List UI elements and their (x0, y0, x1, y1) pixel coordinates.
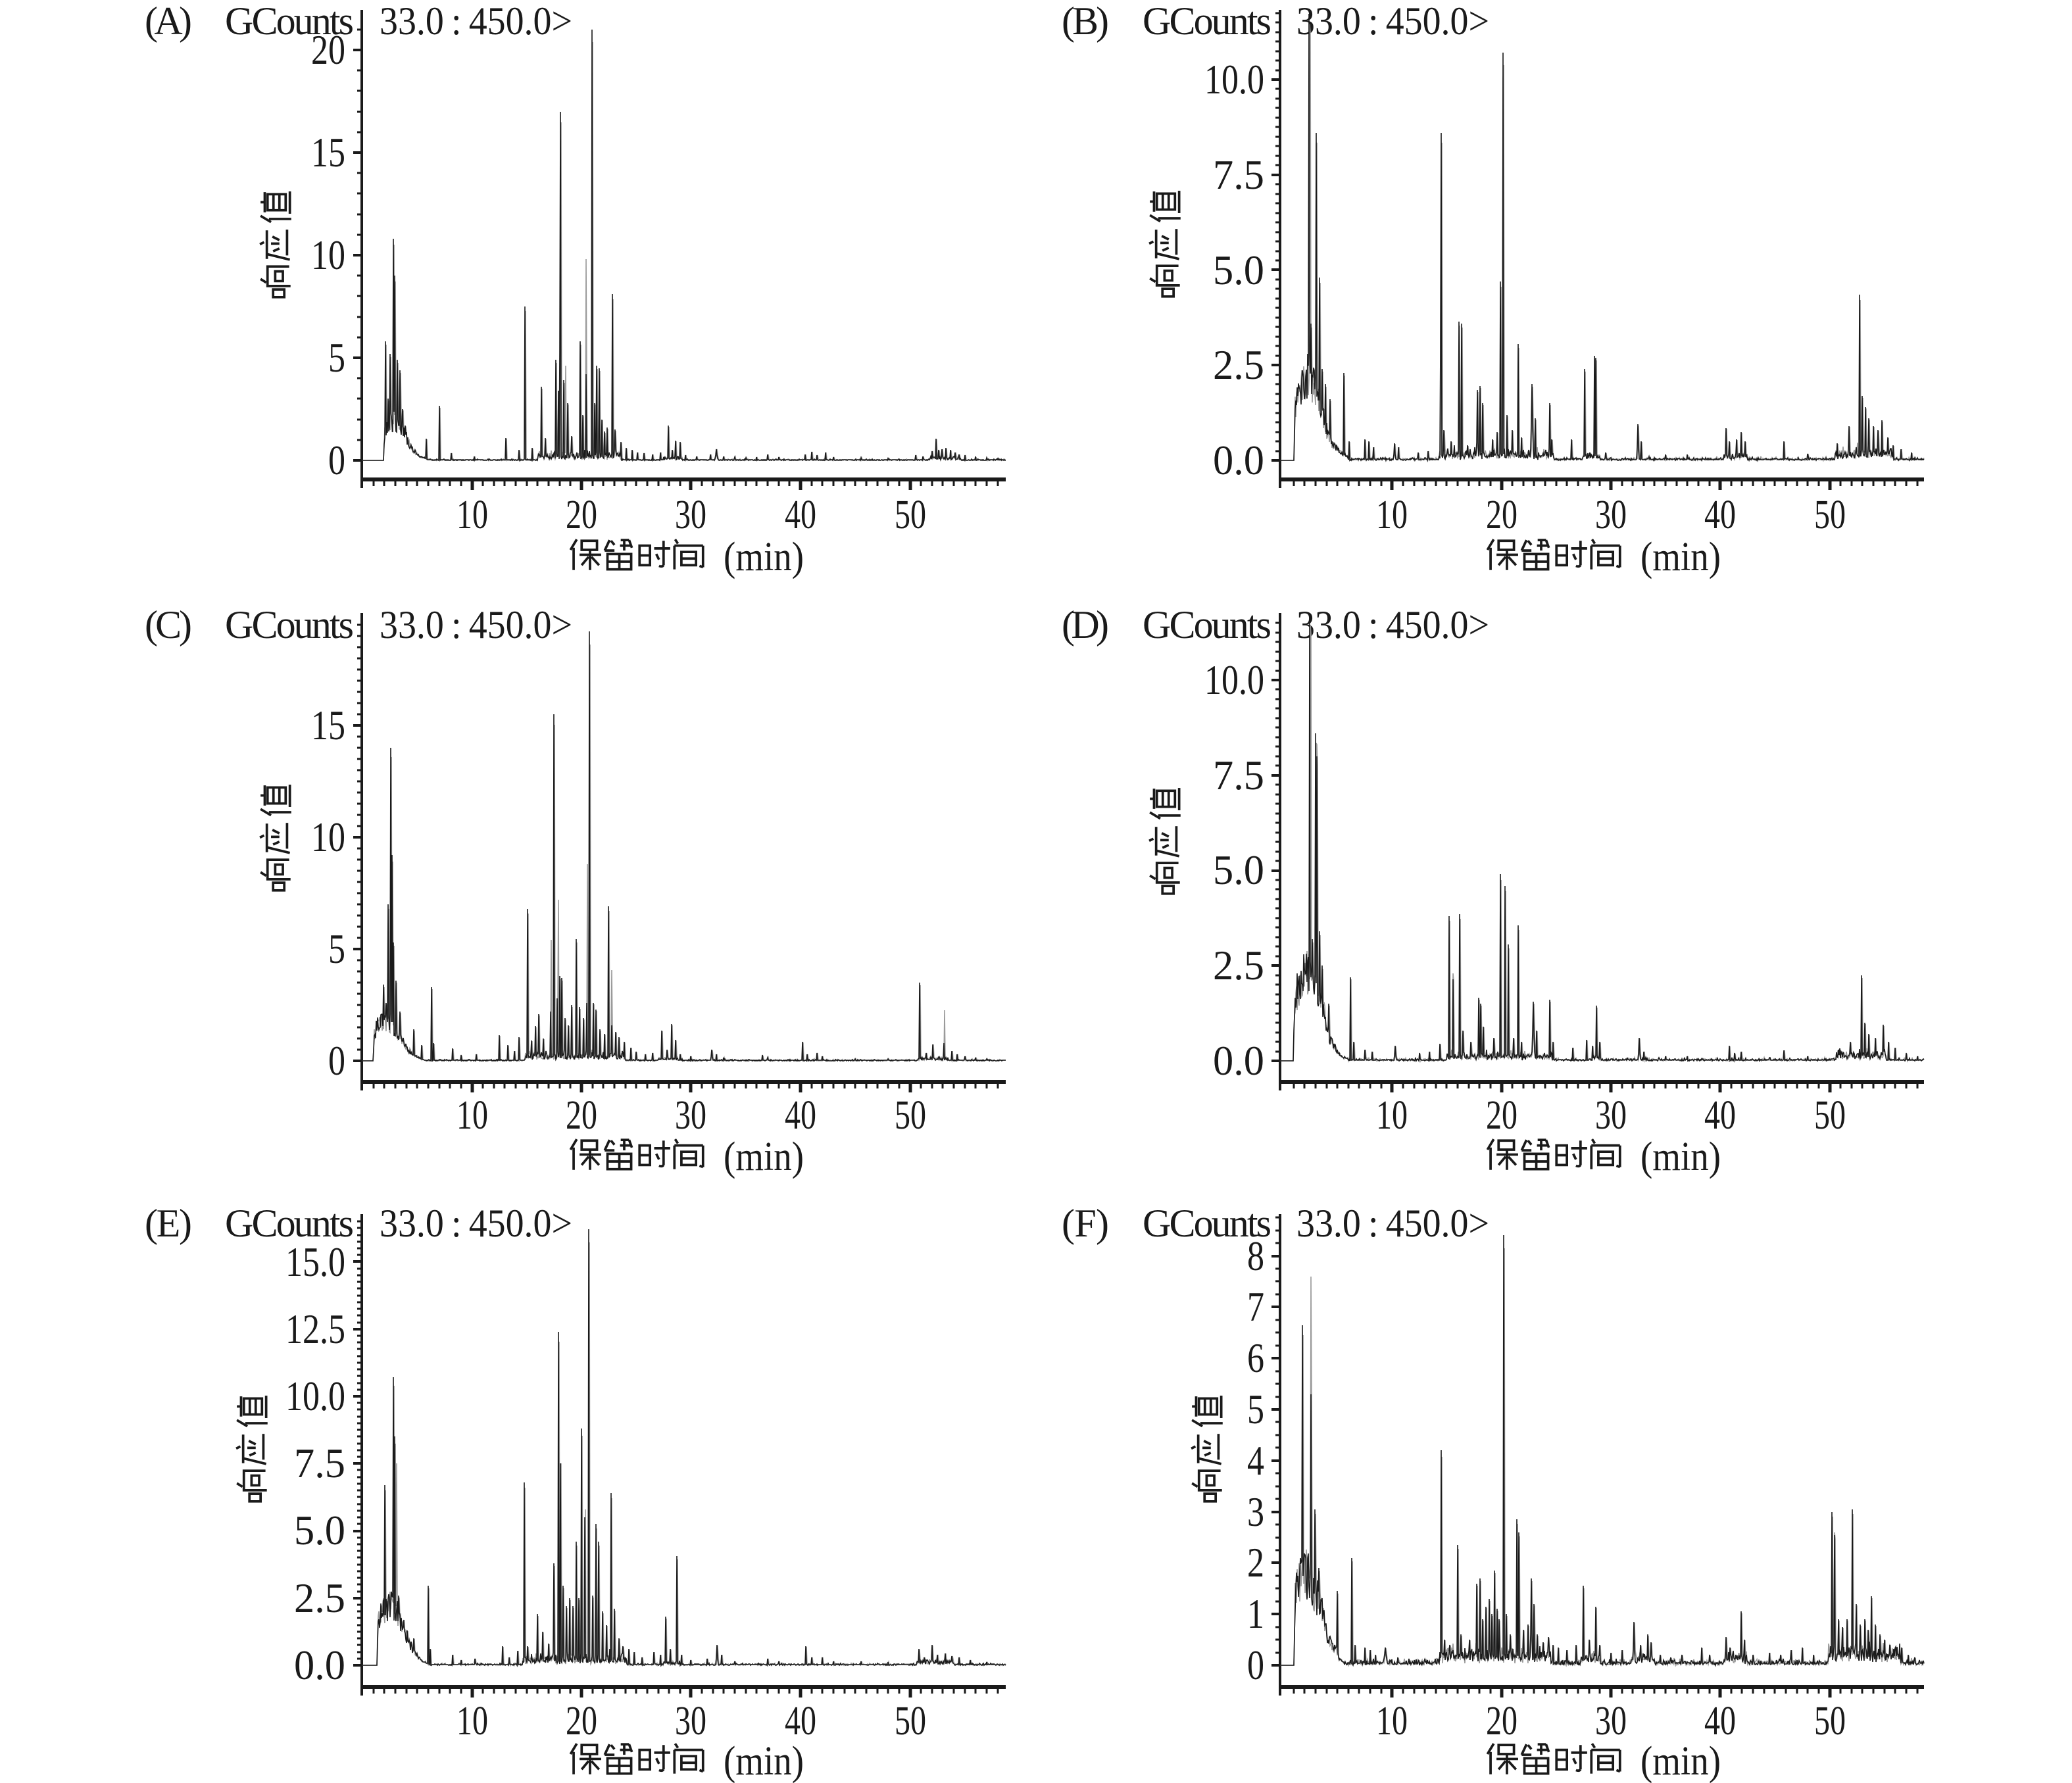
svg-text:10: 10 (456, 493, 488, 537)
svg-text:50: 50 (1814, 1699, 1846, 1744)
svg-text:5.0: 5.0 (294, 1507, 345, 1553)
svg-text:33.0 : 450.0>: 33.0 : 450.0> (380, 0, 572, 43)
svg-text:5.0: 5.0 (1213, 846, 1264, 893)
svg-text:2: 2 (1247, 1539, 1264, 1586)
svg-text:GCounts: GCounts (225, 1202, 354, 1245)
svg-text:10: 10 (1376, 1093, 1408, 1138)
svg-text:(min): (min) (724, 1739, 804, 1783)
svg-text:20: 20 (566, 493, 597, 537)
svg-text:0: 0 (1247, 1642, 1264, 1688)
svg-text:10: 10 (1376, 493, 1408, 537)
svg-text:4: 4 (1247, 1437, 1264, 1484)
svg-text:GCounts: GCounts (1143, 0, 1271, 43)
svg-text:50: 50 (1814, 1093, 1846, 1138)
svg-text:GCounts: GCounts (1143, 603, 1271, 647)
svg-text:0.0: 0.0 (294, 1642, 345, 1688)
svg-text:30: 30 (1595, 1699, 1627, 1744)
svg-text:10: 10 (456, 1093, 488, 1138)
svg-text:(min): (min) (1640, 535, 1721, 579)
svg-text:20: 20 (1486, 493, 1517, 537)
svg-text:50: 50 (895, 493, 926, 537)
svg-text:5: 5 (328, 334, 345, 381)
svg-text:2.5: 2.5 (1213, 341, 1264, 388)
svg-text:20: 20 (566, 1093, 597, 1138)
svg-text:50: 50 (895, 1093, 926, 1138)
svg-text:1: 1 (1247, 1590, 1264, 1637)
svg-text:0: 0 (328, 437, 345, 483)
svg-text:20: 20 (1486, 1093, 1517, 1138)
svg-text:40: 40 (1704, 1093, 1736, 1138)
svg-text:7.5: 7.5 (1213, 752, 1264, 798)
svg-text:(C): (C) (145, 603, 192, 647)
svg-text:33.0 : 450.0>: 33.0 : 450.0> (1296, 0, 1489, 43)
svg-text:40: 40 (785, 1699, 816, 1744)
svg-text:GCounts: GCounts (225, 603, 354, 647)
svg-text:40: 40 (785, 493, 816, 537)
svg-text:7.5: 7.5 (294, 1440, 345, 1486)
svg-text:12.5: 12.5 (285, 1306, 345, 1352)
svg-text:10.0: 10.0 (1204, 656, 1264, 703)
svg-text:10.0: 10.0 (285, 1373, 345, 1419)
svg-text:20: 20 (1486, 1699, 1517, 1744)
svg-text:30: 30 (1595, 493, 1627, 537)
svg-text:15: 15 (311, 129, 345, 176)
svg-text:(F): (F) (1062, 1202, 1109, 1245)
svg-text:(A): (A) (145, 0, 192, 43)
svg-text:30: 30 (1595, 1093, 1627, 1138)
svg-text:(min): (min) (724, 535, 804, 579)
svg-text:30: 30 (675, 493, 706, 537)
svg-text:2.5: 2.5 (294, 1575, 345, 1621)
svg-text:(min): (min) (1640, 1739, 1721, 1783)
svg-text:5: 5 (1247, 1386, 1264, 1432)
svg-text:33.0 : 450.0>: 33.0 : 450.0> (380, 1202, 572, 1245)
svg-text:40: 40 (1704, 493, 1736, 537)
svg-text:30: 30 (675, 1699, 706, 1744)
svg-text:40: 40 (785, 1093, 816, 1138)
svg-text:10: 10 (311, 814, 345, 860)
svg-text:5: 5 (328, 925, 345, 972)
svg-text:33.0 : 450.0>: 33.0 : 450.0> (1296, 1202, 1489, 1245)
svg-text:(D): (D) (1062, 603, 1109, 647)
svg-text:GCounts: GCounts (1143, 1202, 1271, 1245)
svg-text:50: 50 (895, 1699, 926, 1744)
svg-text:3: 3 (1247, 1488, 1264, 1535)
svg-text:0.0: 0.0 (1213, 1037, 1264, 1084)
svg-text:(E): (E) (145, 1202, 192, 1245)
svg-text:0: 0 (328, 1037, 345, 1084)
svg-text:33.0 : 450.0>: 33.0 : 450.0> (1296, 603, 1489, 647)
svg-text:0.0: 0.0 (1213, 437, 1264, 483)
svg-text:(min): (min) (724, 1135, 804, 1179)
svg-text:(B): (B) (1062, 0, 1109, 43)
svg-text:(min): (min) (1640, 1135, 1721, 1179)
svg-text:15: 15 (311, 702, 345, 748)
svg-text:20: 20 (311, 26, 345, 73)
svg-text:6: 6 (1247, 1334, 1264, 1381)
svg-text:33.0 : 450.0>: 33.0 : 450.0> (380, 603, 572, 647)
svg-text:10: 10 (456, 1699, 488, 1744)
svg-text:7: 7 (1247, 1283, 1264, 1330)
svg-text:GCounts: GCounts (225, 0, 354, 43)
svg-text:8: 8 (1247, 1233, 1264, 1279)
svg-text:20: 20 (566, 1699, 597, 1744)
svg-text:7.5: 7.5 (1213, 151, 1264, 198)
svg-text:10.0: 10.0 (1204, 56, 1264, 103)
svg-text:15.0: 15.0 (285, 1238, 345, 1285)
svg-text:10: 10 (311, 232, 345, 278)
svg-text:50: 50 (1814, 493, 1846, 537)
svg-text:2.5: 2.5 (1213, 942, 1264, 989)
svg-text:5.0: 5.0 (1213, 247, 1264, 293)
svg-text:40: 40 (1704, 1699, 1736, 1744)
svg-text:10: 10 (1376, 1699, 1408, 1744)
svg-text:30: 30 (675, 1093, 706, 1138)
